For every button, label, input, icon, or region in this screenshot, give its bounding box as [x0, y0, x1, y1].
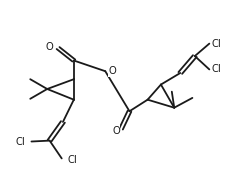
- Text: Cl: Cl: [211, 39, 221, 49]
- Text: O: O: [108, 66, 116, 76]
- Text: O: O: [112, 126, 120, 136]
- Text: Cl: Cl: [68, 155, 77, 165]
- Text: O: O: [46, 42, 54, 52]
- Text: Cl: Cl: [211, 64, 221, 74]
- Text: Cl: Cl: [16, 137, 25, 146]
